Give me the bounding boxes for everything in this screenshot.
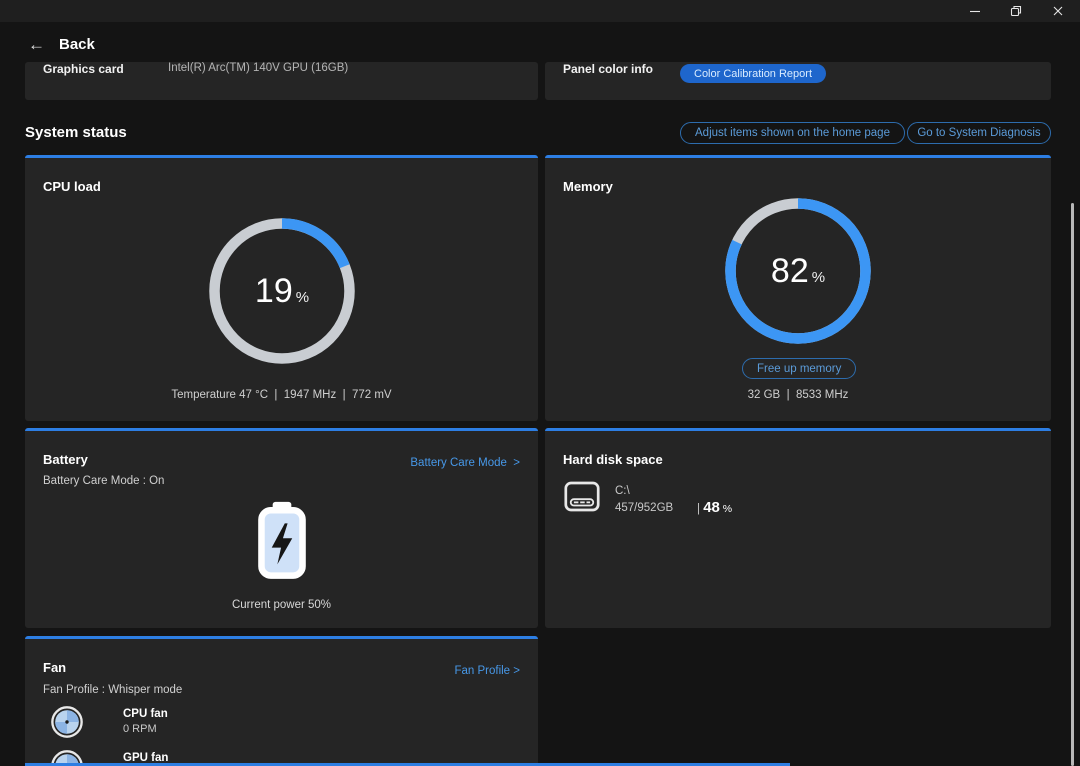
memory-usage-value: 82	[771, 252, 809, 291]
minimize-button[interactable]	[955, 0, 995, 22]
panel-color-label: Panel color info	[563, 62, 653, 76]
cpu-load-card: CPU load 19 % Temperature 47 °C | 1947 M…	[25, 155, 538, 421]
close-button[interactable]	[1038, 0, 1078, 22]
minimize-icon	[969, 5, 981, 17]
cpu-card-title: CPU load	[43, 179, 101, 194]
section-title-system-status: System status	[25, 124, 127, 141]
current-power-caption: Current power 50%	[25, 599, 538, 611]
cpu-load-value: 19	[255, 272, 293, 311]
system-diagnosis-button[interactable]: Go to System Diagnosis	[907, 122, 1051, 144]
cpu-fan-name: CPU fan	[123, 708, 168, 720]
fan-card-title: Fan	[43, 660, 66, 675]
cpu-fan-row: CPU fan 0 RPM	[50, 705, 84, 744]
battery-care-mode-link-label: Battery Care Mode	[410, 457, 513, 469]
back-label: Back	[59, 36, 95, 53]
hard-disk-card: Hard disk space C:\ 457/952GB | 48 %	[545, 428, 1051, 628]
close-icon	[1052, 5, 1064, 17]
disk-percent-sign: %	[720, 503, 732, 515]
disk-percent-value: 48	[703, 499, 720, 516]
adjust-items-button[interactable]: Adjust items shown on the home page	[680, 122, 905, 144]
fan-profile-status: Fan Profile : Whisper mode	[43, 684, 182, 696]
cpu-fan-rpm: 0 RPM	[123, 723, 157, 735]
back-button[interactable]: ← Back	[28, 32, 95, 56]
battery-care-mode-status: Battery Care Mode : On	[43, 475, 164, 487]
battery-card-title: Battery	[43, 452, 88, 467]
restore-icon	[1010, 5, 1022, 17]
fan-profile-link-label: Fan Profile	[454, 665, 513, 677]
disk-drive-letter: C:\	[615, 483, 673, 500]
fan-profile-link[interactable]: Fan Profile >	[454, 665, 520, 677]
cpu-load-gauge: 19 %	[207, 216, 357, 366]
cpu-load-percent-sign: %	[296, 289, 309, 306]
restore-button[interactable]	[996, 0, 1036, 22]
battery-card: Battery Battery Care Mode > Battery Care…	[25, 428, 538, 628]
graphics-card-value: Intel(R) Arc(TM) 140V GPU (16GB)	[168, 62, 348, 74]
memory-details: 32 GB | 8533 MHz	[545, 389, 1051, 401]
graphics-card-label: Graphics card	[43, 62, 124, 76]
disk-percent-pipe: |	[697, 503, 700, 515]
battery-charging-icon	[254, 499, 310, 585]
chevron-right-icon: >	[513, 665, 520, 677]
fan-card: Fan Fan Profile > Fan Profile : Whisper …	[25, 636, 538, 766]
disk-usage-value: 457/952GB	[615, 500, 673, 517]
graphics-card-row: Graphics card Intel(R) Arc(TM) 140V GPU …	[25, 62, 538, 100]
fan-icon	[50, 705, 84, 739]
back-arrow-icon: ←	[28, 36, 45, 53]
battery-care-mode-link[interactable]: Battery Care Mode >	[410, 457, 520, 469]
free-up-memory-button[interactable]: Free up memory	[742, 358, 856, 379]
disk-percent-block: | 48 %	[697, 499, 732, 516]
vertical-scrollbar-thumb[interactable]	[1071, 203, 1074, 766]
chevron-right-icon: >	[513, 457, 520, 469]
hard-disk-icon	[564, 481, 600, 517]
memory-card-title: Memory	[563, 179, 613, 194]
memory-card: Memory 82 % Free up memory 32 GB | 8533 …	[545, 155, 1051, 421]
cpu-details: Temperature 47 °C | 1947 MHz | 772 mV	[25, 389, 538, 401]
title-bar	[0, 0, 1080, 22]
disk-usage-block: C:\ 457/952GB	[615, 483, 673, 517]
hard-disk-card-title: Hard disk space	[563, 452, 663, 467]
panel-color-row: Panel color info Color Calibration Repor…	[545, 62, 1051, 100]
memory-percent-sign: %	[812, 269, 825, 286]
color-calibration-report-button[interactable]: Color Calibration Report	[680, 64, 826, 83]
memory-usage-gauge: 82 %	[723, 196, 873, 346]
